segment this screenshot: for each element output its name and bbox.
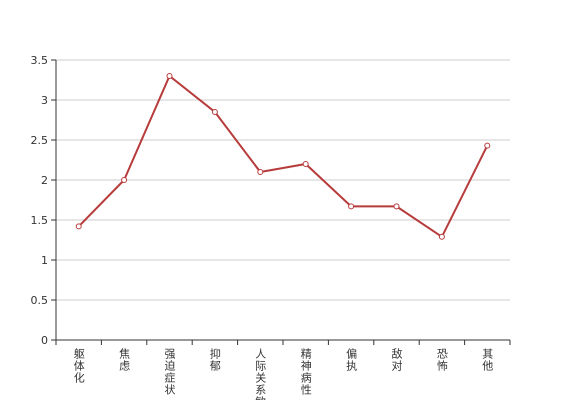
point — [166, 73, 173, 79]
point — [211, 109, 218, 115]
x-tick-label: 人际关系敏感 — [254, 348, 267, 400]
point — [121, 177, 128, 183]
x-tick-label: 敌对 — [390, 347, 403, 372]
y-tick-label: 2 — [41, 174, 48, 187]
y-tick-label: 0 — [41, 334, 48, 347]
point — [348, 203, 355, 210]
y-tick-label: 3.5 — [31, 54, 49, 67]
x-tick-label: 恐怖 — [435, 348, 448, 372]
x-tick-label: 偏执 — [345, 347, 358, 372]
point — [438, 233, 445, 240]
x-tick-label: 强迫症状 — [163, 348, 176, 396]
x-tick-label: 焦虑 — [118, 348, 131, 372]
x-tick-label: 其他 — [481, 348, 494, 372]
y-tick-label: 1.5 — [31, 214, 49, 227]
point — [257, 169, 264, 175]
y-tick-label: 3 — [41, 94, 48, 107]
x-tick-label: 精神病性 — [299, 348, 312, 396]
y-tick-label: 2.5 — [31, 134, 49, 147]
line — [77, 74, 489, 239]
point — [75, 223, 82, 230]
y-tick-label: 0.5 — [31, 294, 49, 307]
x-tick-label: 抑郁 — [208, 347, 221, 372]
x-tick-label: 躯体化 — [72, 348, 85, 384]
point — [393, 203, 400, 210]
y-tick-label: 1 — [41, 254, 48, 267]
point — [302, 161, 309, 167]
point — [484, 142, 491, 149]
